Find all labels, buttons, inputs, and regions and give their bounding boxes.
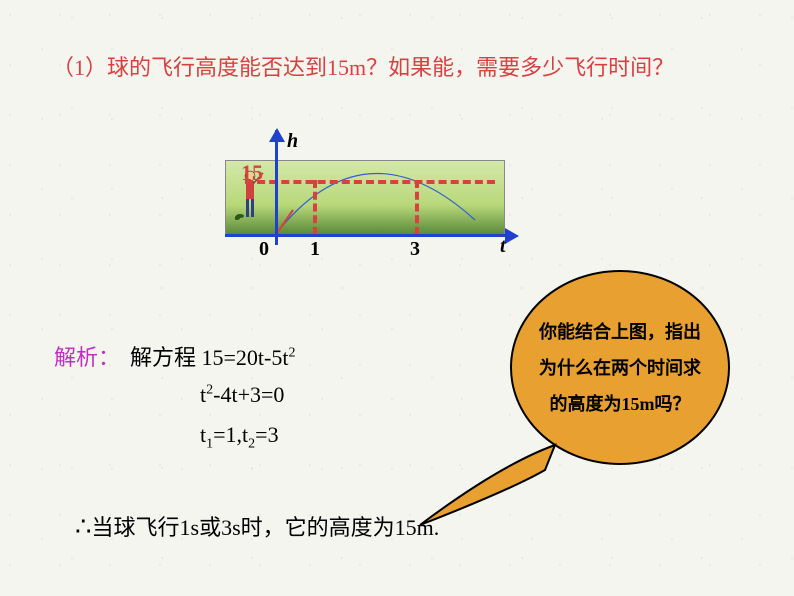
x-axis-label: t: [500, 235, 506, 258]
therefore-symbol: ∴: [75, 512, 92, 541]
equation-2: t2-4t+3=0: [200, 382, 284, 408]
y-value-15: 15: [241, 160, 263, 186]
conclusion-body: 当球飞行1s或3s时，它的高度为15m.: [92, 515, 440, 540]
dashed-horizontal-line: [245, 180, 495, 184]
chart-container: h t 0 1 3 15: [205, 130, 505, 260]
x-tick-3: 3: [410, 238, 420, 261]
dashed-vertical-line-2: [415, 180, 419, 235]
callout-tail-icon: [400, 435, 580, 535]
equation-3: t1=1,t2=3: [200, 422, 279, 452]
eq1-body: 15=20t-5t: [202, 345, 289, 370]
callout-text: 你能结合上图，指出为什么在两个时间求的高度为15m吗？: [532, 314, 708, 422]
parabola-curve: [275, 150, 505, 240]
x-tick-1: 1: [310, 238, 320, 261]
callout-container: 你能结合上图，指出为什么在两个时间求的高度为15m吗？: [510, 270, 730, 500]
y-axis-arrow: [269, 128, 285, 142]
y-axis: [275, 130, 278, 245]
eq1-exponent: 2: [288, 346, 295, 361]
analysis-label: 解析：: [54, 340, 120, 372]
dashed-vertical-line-1: [313, 180, 317, 235]
origin-label: 0: [259, 238, 269, 261]
question-text: （1）球的飞行高度能否达到15m？如果能，需要多少飞行时间？: [52, 48, 732, 88]
conclusion-text: ∴当球飞行1s或3s时，它的高度为15m.: [75, 510, 439, 542]
eq2-rest: -4t+3=0: [213, 382, 284, 407]
eq1-prefix: 解方程: [130, 345, 202, 370]
x-axis: [225, 234, 510, 237]
eq3-end: =3: [255, 422, 278, 447]
y-axis-label: h: [287, 130, 298, 153]
equation-1: 解方程 15=20t-5t2: [130, 340, 295, 372]
eq3-mid: =1,t: [213, 422, 248, 447]
x-axis-arrow: [505, 228, 519, 244]
